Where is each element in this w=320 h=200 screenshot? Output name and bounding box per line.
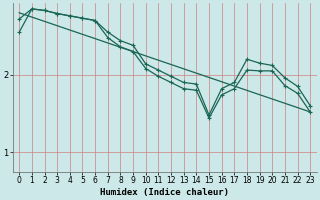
X-axis label: Humidex (Indice chaleur): Humidex (Indice chaleur) bbox=[100, 188, 229, 197]
